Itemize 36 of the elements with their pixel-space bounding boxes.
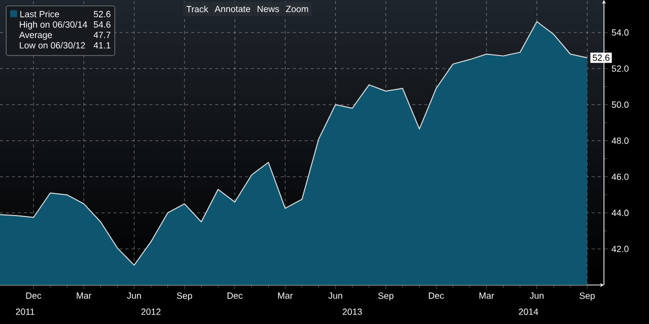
annotation: High on 06/30/14 — [20, 21, 88, 30]
annotation: Average — [19, 32, 52, 40]
x-tick-label: Jun — [127, 292, 141, 299]
legend-label: Last Price — [20, 10, 60, 18]
text: 2012 — [141, 308, 160, 315]
x-tick-label: Jun — [328, 292, 342, 299]
annotation: 54.6 — [94, 21, 110, 28]
x-tick-label: Jun — [530, 292, 544, 299]
x-tick-label: Mar — [480, 292, 494, 299]
x-tick-label: Dec — [428, 292, 444, 299]
annotation: Annotate — [214, 6, 250, 12]
text: 2014 — [518, 308, 538, 315]
y-tick-label: 48.0 — [612, 138, 629, 144]
x-tick-label: Sep — [378, 292, 394, 301]
x-tick-label: Dec — [26, 292, 42, 299]
y-tick-label: 46.0 — [612, 174, 629, 180]
annotation: Low on 06/30/12 — [20, 42, 85, 49]
x-tick-label: Sep — [580, 292, 595, 301]
x-tick-label: Mar — [278, 292, 293, 299]
annotation: 41.1 — [94, 42, 110, 48]
x-tick-label: Dec — [228, 292, 243, 299]
annotation: 52.6 — [94, 10, 110, 18]
y-tick-label: 50.0 — [612, 101, 629, 108]
data-label: 52.6 — [592, 54, 610, 61]
annotation: Zoom — [286, 6, 308, 12]
annotation: News — [258, 6, 280, 12]
x-tick-label: Mar — [76, 292, 92, 299]
text: 2011 — [16, 308, 34, 315]
y-tick-label: 54.0 — [612, 29, 629, 36]
y-tick-label: 44.0 — [612, 210, 629, 216]
text: 2013 — [342, 308, 362, 315]
y-tick-label: 42.0 — [612, 246, 629, 252]
x-tick-label: Sep — [176, 292, 192, 301]
annotation: 47.7 — [94, 32, 110, 38]
y-tick-label: 52.0 — [612, 65, 629, 72]
annotation: Track — [186, 6, 208, 12]
